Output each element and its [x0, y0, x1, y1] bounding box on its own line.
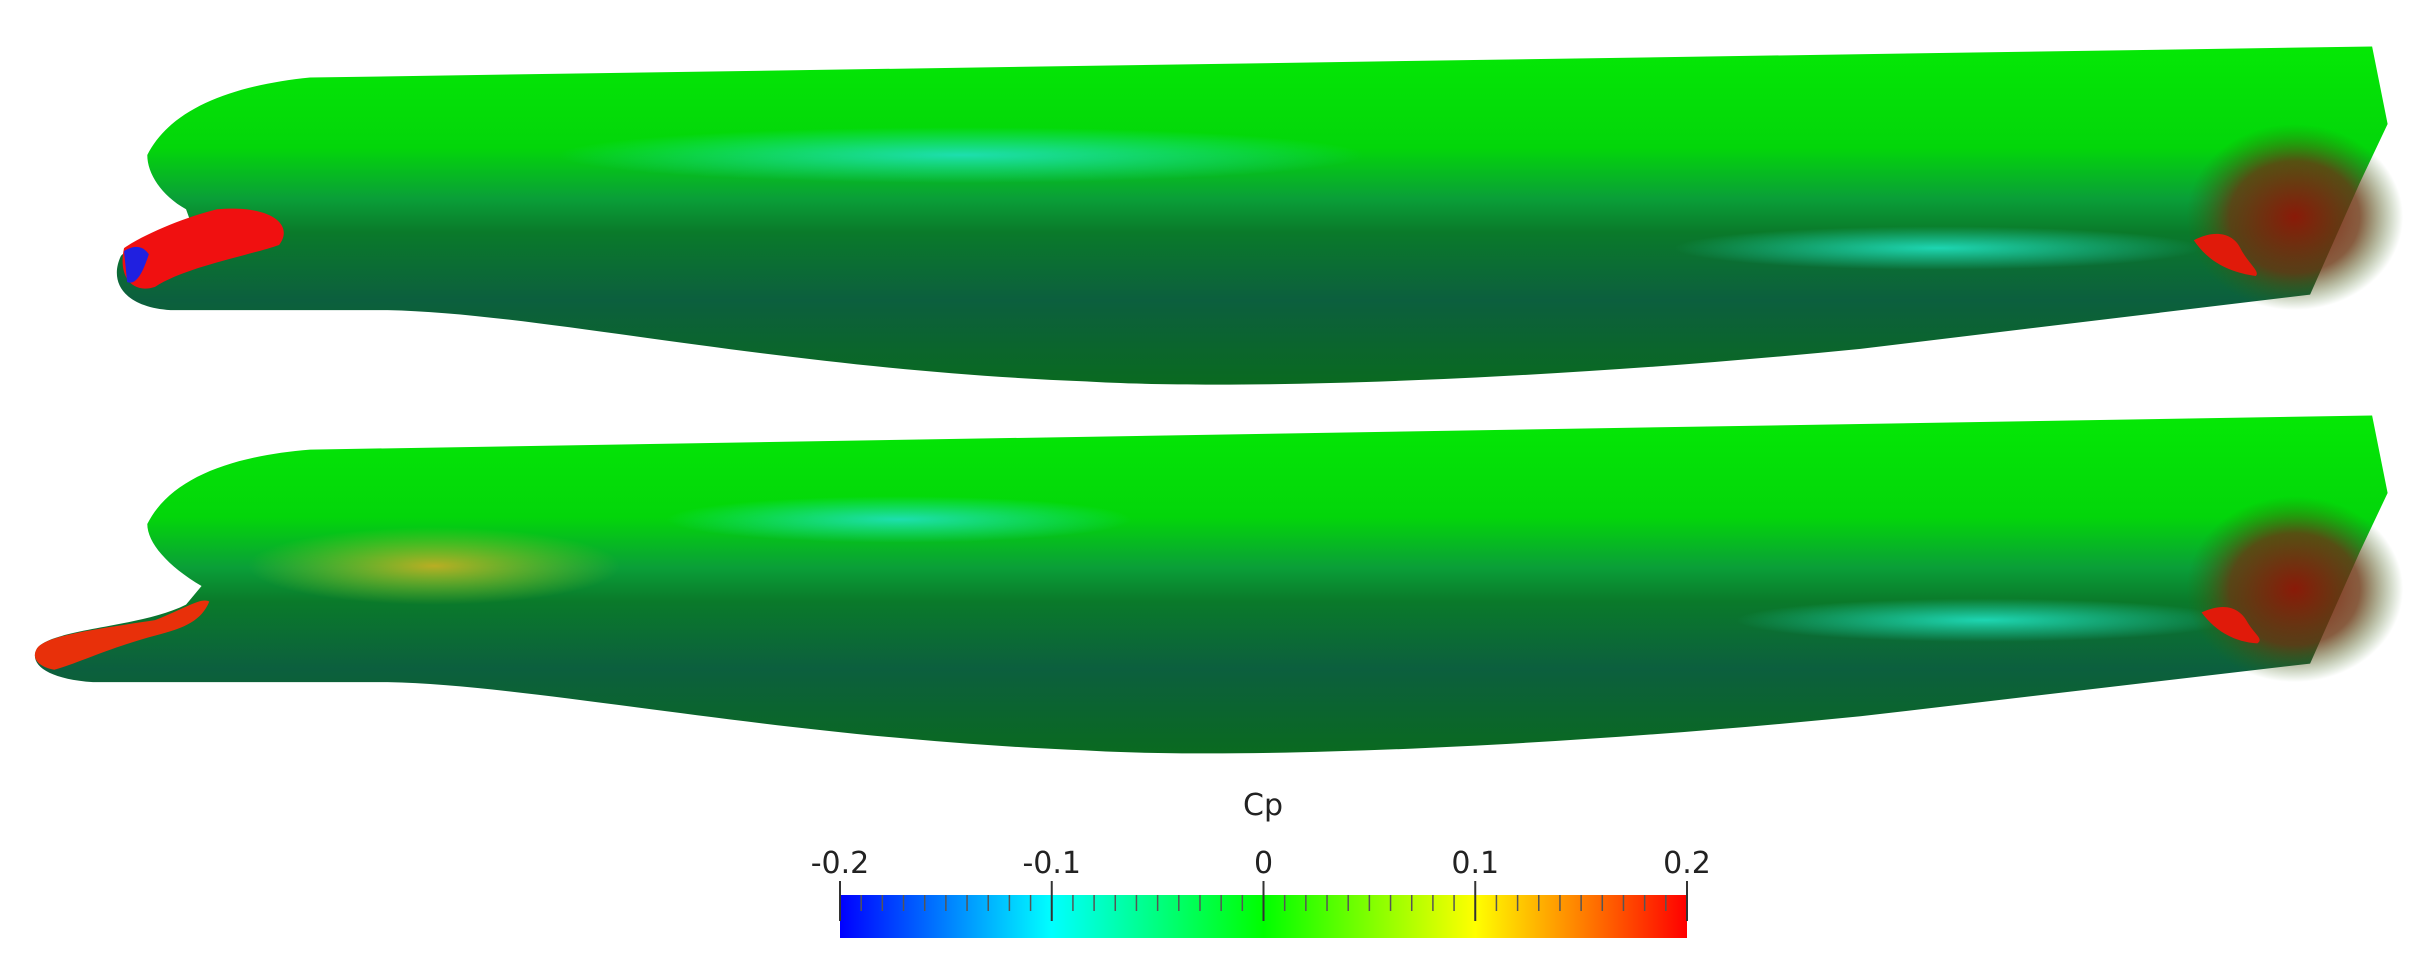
tick-label: 0.1	[1451, 846, 1499, 881]
hull-views	[34, 46, 2404, 754]
tick-label: 0.2	[1663, 846, 1711, 881]
tick-label: -0.1	[1022, 846, 1081, 881]
colorbar-ticks: -0.2 -0.1 0 0.1 0.2	[811, 846, 1711, 921]
colorbar-label: Cp	[1243, 788, 1283, 823]
tick-label: -0.2	[811, 846, 870, 881]
hull-top	[116, 46, 2404, 385]
hull-bottom	[34, 415, 2404, 754]
tick-label: 0	[1254, 846, 1273, 881]
